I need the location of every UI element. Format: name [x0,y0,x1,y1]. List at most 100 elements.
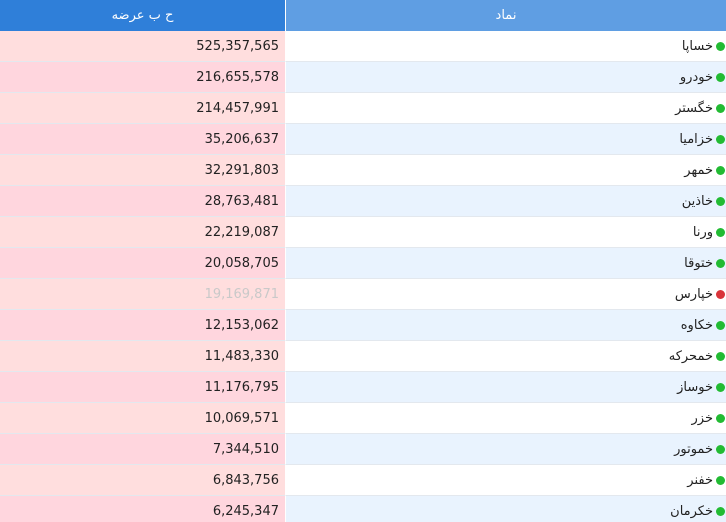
symbol-link[interactable]: خزر [691,410,714,426]
status-green-dot-icon [716,227,725,237]
symbol-wrap: خکرمان [670,504,726,519]
symbol-wrap: خزامیا [679,132,726,147]
status-green-dot-icon [716,41,725,51]
symbol-wrap: خاذین [682,194,726,209]
symbol-link[interactable]: خکاوه [680,317,713,333]
table-row[interactable]: 20,058,705 ختوقا [0,248,726,279]
symbol-wrap: خساپا [682,39,726,54]
symbol-wrap: خگستر [675,101,726,116]
table-row[interactable]: 19,169,871 خپارس [0,279,726,310]
symbol-link[interactable]: ورنا [692,224,713,240]
symbol-cell[interactable]: خاذین [286,186,726,217]
supply-volume-cell: 216,655,578 [0,62,286,93]
symbol-link[interactable]: خمهر [684,162,713,178]
table-row[interactable]: 216,655,578 خودرو [0,62,726,93]
status-green-dot-icon [716,382,725,392]
status-green-dot-icon [716,413,725,423]
symbol-cell[interactable]: خمحرکه [286,341,726,372]
table-row[interactable]: 35,206,637 خزامیا [0,124,726,155]
table-row[interactable]: 22,219,087 ورنا [0,217,726,248]
symbol-link[interactable]: ختوقا [684,255,713,271]
status-green-dot-icon [716,134,725,144]
symbol-cell[interactable]: خکرمان [286,496,726,522]
status-green-dot-icon [716,103,725,113]
supply-volume-cell: 6,245,347 [0,496,286,522]
status-green-dot-icon [716,258,725,268]
symbol-wrap: خمهر [684,163,726,178]
table-header: ح ب عرضه نماد [0,0,726,31]
symbol-wrap: خکاوه [681,318,726,333]
symbol-wrap: خوساز [677,380,726,395]
symbol-cell[interactable]: خمهر [286,155,726,186]
supply-volume-cell: 20,058,705 [0,248,286,279]
table-row[interactable]: 12,153,062 خکاوه [0,310,726,341]
table-body: 525,357,565 خساپا 216,655,578 خودرو 214,457,… [0,31,726,522]
supply-volume-cell: 7,344,510 [0,434,286,465]
symbol-wrap: ختوقا [684,256,726,271]
symbol-link[interactable]: خگستر [675,100,713,116]
status-green-dot-icon [716,196,725,206]
symbol-cell[interactable]: خکاوه [286,310,726,341]
symbol-cell[interactable]: خوساز [286,372,726,403]
supply-volume-cell: 35,206,637 [0,124,286,155]
symbol-cell[interactable]: خساپا [286,31,726,62]
symbol-link[interactable]: خاذین [681,193,713,209]
symbol-wrap: خزر [692,411,726,426]
symbol-cell[interactable]: خپارس [286,279,726,310]
symbol-cell[interactable]: خزر [286,403,726,434]
supply-volume-cell: 28,763,481 [0,186,286,217]
table-row[interactable]: 10,069,571 خزر [0,403,726,434]
column-header-symbol[interactable]: نماد [286,0,726,31]
supply-volume-cell: 32,291,803 [0,155,286,186]
supply-volume-cell: 19,169,871 [0,279,286,310]
symbol-link[interactable]: خزامیا [679,131,713,147]
supply-volume-cell: 214,457,991 [0,93,286,124]
supply-volume-cell: 6,843,756 [0,465,286,496]
table-row[interactable]: 11,176,795 خوساز [0,372,726,403]
supply-volume-cell: 11,176,795 [0,372,286,403]
symbol-link[interactable]: خموتور [674,441,713,457]
column-header-supply-volume[interactable]: ح ب عرضه [0,0,286,31]
symbol-cell[interactable]: ورنا [286,217,726,248]
symbol-cell[interactable]: خگستر [286,93,726,124]
status-green-dot-icon [716,444,725,454]
table-row[interactable]: 32,291,803 خمهر [0,155,726,186]
table-row[interactable]: 7,344,510 خموتور [0,434,726,465]
table-row[interactable]: 28,763,481 خاذین [0,186,726,217]
table-row[interactable]: 6,843,756 خفنر [0,465,726,496]
status-green-dot-icon [716,475,725,485]
symbol-wrap: ورنا [693,225,726,240]
symbol-wrap: خپارس [675,287,726,302]
status-green-dot-icon [716,165,725,175]
symbol-link[interactable]: خفنر [687,472,713,488]
status-green-dot-icon [716,72,725,82]
status-green-dot-icon [716,320,725,330]
table-row[interactable]: 214,457,991 خگستر [0,93,726,124]
symbol-wrap: خودرو [680,70,726,85]
table-row[interactable]: 6,245,347 خکرمان [0,496,726,522]
symbol-link[interactable]: خودرو [679,69,713,85]
symbol-link[interactable]: خکرمان [670,503,713,519]
table-row[interactable]: 11,483,330 خمحرکه [0,341,726,372]
symbol-cell[interactable]: خفنر [286,465,726,496]
symbol-link[interactable]: خساپا [681,38,713,54]
symbol-cell[interactable]: خودرو [286,62,726,93]
status-green-dot-icon [716,351,725,361]
symbol-wrap: خموتور [674,442,726,457]
supply-volume-cell: 10,069,571 [0,403,286,434]
status-green-dot-icon [716,506,725,516]
status-red-dot-icon [716,289,725,299]
supply-volume-cell: 12,153,062 [0,310,286,341]
symbol-link[interactable]: خمحرکه [668,348,713,364]
symbol-cell[interactable]: خموتور [286,434,726,465]
supply-volume-cell: 11,483,330 [0,341,286,372]
table-row[interactable]: 525,357,565 خساپا [0,31,726,62]
symbol-link[interactable]: خوساز [677,379,713,395]
symbol-link[interactable]: خپارس [674,286,713,302]
supply-volume-cell: 525,357,565 [0,31,286,62]
symbol-cell[interactable]: ختوقا [286,248,726,279]
symbol-cell[interactable]: خزامیا [286,124,726,155]
symbol-wrap: خفنر [687,473,726,488]
supply-volume-cell: 22,219,087 [0,217,286,248]
